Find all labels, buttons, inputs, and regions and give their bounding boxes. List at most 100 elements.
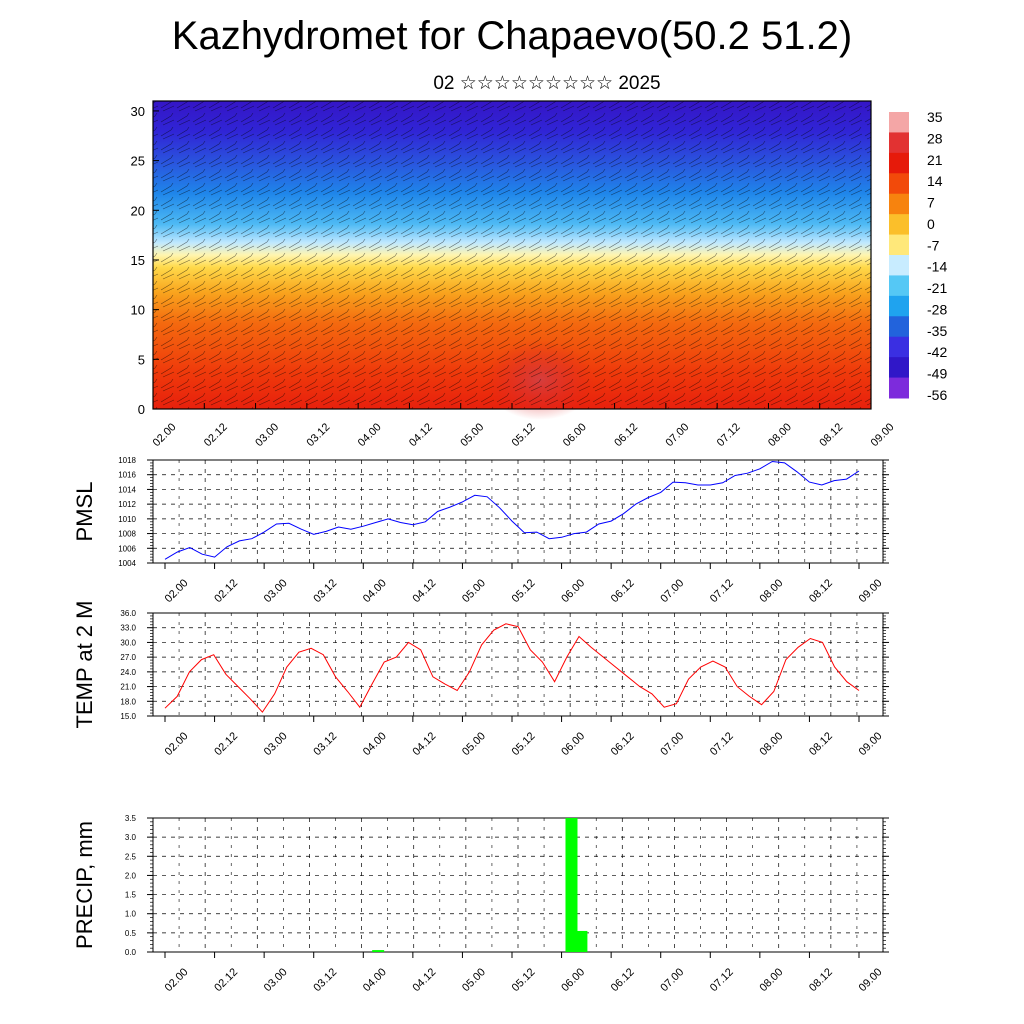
y-tick-label: 1.5 <box>125 891 137 900</box>
heatmap-x-tick-label: 04.12 <box>407 421 435 449</box>
colorbar-swatch <box>889 316 909 338</box>
x-tick-label: 03.12 <box>311 730 339 758</box>
x-tick-label: 04.00 <box>361 577 389 605</box>
pmsl-series-line <box>164 460 860 560</box>
x-tick-label: 05.12 <box>510 966 538 994</box>
x-tick-label: 05.12 <box>510 730 538 758</box>
x-tick-label: 08.00 <box>757 966 785 994</box>
x-tick-label: 07.00 <box>658 577 686 605</box>
x-tick-label: 06.00 <box>559 966 587 994</box>
y-tick-label: 2.0 <box>125 871 137 880</box>
colorbar-label: -42 <box>927 344 947 360</box>
y-tick-label: 1016 <box>118 471 136 480</box>
y-tick-label: 1018 <box>118 456 136 465</box>
heatmap-y-tick-label: 0 <box>138 402 145 417</box>
y-tick-label: 1012 <box>118 500 136 509</box>
precip-bar <box>575 930 588 952</box>
colorbar-label: 7 <box>927 195 935 211</box>
x-tick-label: 03.00 <box>262 966 290 994</box>
heatmap-y-tick-label: 30 <box>131 104 145 119</box>
wind-barbs-overlay <box>153 101 871 409</box>
panel-frame <box>152 817 884 953</box>
heatmap-y-axis: 0 5 10 15 20 25 30 <box>131 104 159 417</box>
y-tick-label: 36.0 <box>120 609 136 618</box>
x-tick-label: 08.12 <box>807 966 835 994</box>
colorbar-label: 35 <box>927 109 943 125</box>
colorbar-swatch <box>889 173 909 195</box>
x-tick-label: 02.00 <box>163 966 191 994</box>
y-tick-label: 0.0 <box>125 948 137 957</box>
y-tick-label: 3.0 <box>125 833 137 842</box>
x-tick-label: 04.00 <box>361 966 389 994</box>
x-tick-label: 07.12 <box>708 966 736 994</box>
x-tick-label: 09.00 <box>857 577 885 605</box>
heatmap-x-tick-label: 07.12 <box>715 421 743 449</box>
x-tick-label: 07.12 <box>708 730 736 758</box>
y-tick-label: 1004 <box>118 559 136 568</box>
x-tick-label: 02.12 <box>212 577 240 605</box>
colorbar-swatch <box>889 255 909 276</box>
colorbar-label: -49 <box>927 366 947 382</box>
x-tick-label: 07.00 <box>658 966 686 994</box>
y-tick-label: 1.0 <box>125 910 137 919</box>
y-tick-label: 1006 <box>118 544 136 553</box>
colorbar-swatch <box>889 377 909 399</box>
y-tick-label: 1008 <box>118 530 136 539</box>
x-tick-label: 02.12 <box>212 966 240 994</box>
y-tick-label: 30.0 <box>120 638 136 647</box>
x-tick-label: 02.00 <box>163 577 191 605</box>
colorbar-swatch <box>889 193 909 215</box>
panel-frame <box>152 612 884 717</box>
heatmap-x-tick-label: 06.12 <box>612 421 640 449</box>
heatmap-x-tick-label: 03.12 <box>304 421 332 449</box>
heatmap-x-tick-label: 06.00 <box>561 421 589 449</box>
y-tick-label: 24.0 <box>120 668 136 677</box>
heatmap-y-tick-label: 20 <box>131 203 145 218</box>
y-tick-label: 27.0 <box>120 653 136 662</box>
colorbar-swatch <box>889 132 909 154</box>
x-tick-label: 04.12 <box>410 730 438 758</box>
x-tick-label: 08.00 <box>757 577 785 605</box>
y-tick-label: 15.0 <box>120 712 136 721</box>
colorbar-swatch <box>889 152 909 174</box>
heatmap-x-tick-label: 02.12 <box>202 421 230 449</box>
colorbar-label: -21 <box>927 280 947 296</box>
y-tick-label: 1010 <box>118 515 136 524</box>
colorbar-swatch <box>889 214 909 236</box>
x-tick-label: 06.00 <box>559 577 587 605</box>
colorbar-label: -35 <box>927 323 947 339</box>
colorbar-swatch <box>889 234 909 256</box>
y-tick-label: 3.5 <box>125 814 137 823</box>
colorbar-label: -14 <box>927 259 947 275</box>
colorbar-swatch <box>889 112 909 133</box>
x-tick-label: 05.00 <box>460 966 488 994</box>
x-tick-label: 03.12 <box>311 577 339 605</box>
heatmap-x-tick-label: 02.00 <box>151 421 179 449</box>
x-tick-label: 08.12 <box>807 730 835 758</box>
x-tick-label: 02.12 <box>212 730 240 758</box>
x-tick-label: 05.12 <box>510 577 538 605</box>
cross-section-heatmap: 0 5 10 15 20 25 30 02.00 02.12 03.00 03.12 04.00 04… <box>131 100 897 449</box>
y-axis-title: TEMP at 2 M <box>72 601 97 729</box>
colorbar-swatch <box>889 357 909 379</box>
heatmap-x-tick-label: 08.12 <box>817 421 845 449</box>
heatmap-x-tick-label: 09.00 <box>869 421 897 449</box>
x-tick-label: 03.00 <box>262 577 290 605</box>
colorbar-label: -28 <box>927 301 947 317</box>
x-tick-label: 06.12 <box>609 730 637 758</box>
x-tick-label: 04.12 <box>410 577 438 605</box>
y-tick-label: 18.0 <box>120 697 136 706</box>
x-tick-label: 03.12 <box>311 966 339 994</box>
pmsl-panel: 1004 1006 1008 1010 1012 1014 1016 1018 02.00 02.… <box>72 456 889 605</box>
colorbar-label: -7 <box>927 237 940 253</box>
colorbar-swatch <box>889 275 909 297</box>
precip-bar <box>565 818 578 952</box>
heatmap-x-tick-label: 03.00 <box>253 421 281 449</box>
x-tick-label: 08.00 <box>757 730 785 758</box>
y-axis-title: PMSL <box>72 482 97 542</box>
colorbar-legend: 35 28 21 14 7 0 -7 -14 -21 -28 -35 -42 -49 -56 <box>889 109 947 403</box>
temperature-panel: 15.0 18.0 21.0 24.0 27.0 30.0 33.0 36.0 02.00 02.… <box>72 601 889 758</box>
x-tick-label: 04.00 <box>361 730 389 758</box>
y-tick-label: 21.0 <box>120 683 136 692</box>
